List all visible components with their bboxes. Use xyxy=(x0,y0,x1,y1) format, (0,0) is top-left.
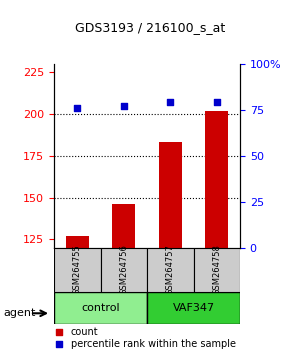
Text: GSM264757: GSM264757 xyxy=(166,245,175,295)
FancyBboxPatch shape xyxy=(147,248,194,292)
Point xyxy=(215,279,220,285)
FancyBboxPatch shape xyxy=(194,248,240,292)
Text: control: control xyxy=(81,303,120,313)
Text: agent: agent xyxy=(3,308,35,318)
Text: GSM264756: GSM264756 xyxy=(119,245,128,295)
FancyBboxPatch shape xyxy=(147,292,240,324)
Text: percentile rank within the sample: percentile rank within the sample xyxy=(71,339,236,349)
Text: VAF347: VAF347 xyxy=(172,303,214,313)
FancyBboxPatch shape xyxy=(54,248,100,292)
Point xyxy=(168,99,173,105)
Text: GSM264755: GSM264755 xyxy=(73,245,82,295)
Point xyxy=(215,166,220,172)
Bar xyxy=(205,110,228,354)
Bar xyxy=(112,204,135,354)
Bar xyxy=(66,236,89,354)
FancyBboxPatch shape xyxy=(54,292,147,324)
Point xyxy=(75,105,80,111)
Bar xyxy=(159,142,182,354)
Text: GDS3193 / 216100_s_at: GDS3193 / 216100_s_at xyxy=(75,21,225,34)
FancyBboxPatch shape xyxy=(100,248,147,292)
Point xyxy=(214,99,219,105)
Point xyxy=(121,103,126,109)
Text: GSM264758: GSM264758 xyxy=(212,245,221,295)
Text: count: count xyxy=(71,327,98,337)
